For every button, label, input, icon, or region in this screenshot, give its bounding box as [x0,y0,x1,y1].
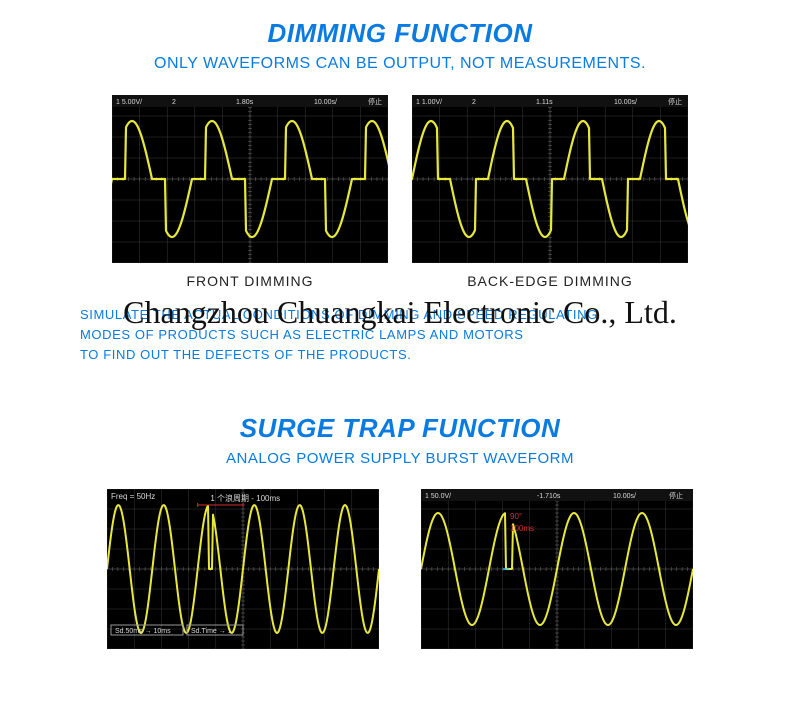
desc-line-3: TO FIND OUT THE DEFECTS OF THE PRODUCTS. [80,345,720,365]
surge-title: SURGE TRAP FUNCTION [0,413,800,444]
dimming-description: SIMULATE THE ACTUAL CONDITIONS OF DIMMIN… [80,305,720,365]
back-dimming-wrap: 1 1.00V/2 1.11s 10.00s/停止 BACK-EDGE DIMMIN… [412,95,688,289]
svg-text:2: 2 [472,99,476,106]
dimming-title: DIMMING FUNCTION [0,18,800,49]
surge-section: SURGE TRAP FUNCTION ANALOG POWER SUPPLY … [0,413,800,649]
dimming-scope-row: 1 5.00V/2 1.80s 10.00s/停止 FRONT DIMMING 1 … [0,95,800,289]
surge-left-scope: Freq = 50Hz 1 个浪周期 - 100ms Sd.50ms → 10ms S… [107,489,379,649]
svg-text:10.00s/: 10.00s/ [314,99,337,106]
svg-text:-1.710s: -1.710s [537,493,561,500]
surge-scope-row: Freq = 50Hz 1 个浪周期 - 100ms Sd.50ms → 10ms S… [0,489,800,649]
dimming-subtitle: ONLY WAVEFORMS CAN BE OUTPUT, NOT MEASUR… [0,55,800,73]
front-dimming-caption: FRONT DIMMING [186,273,313,289]
front-dimming-scope: 1 5.00V/2 1.80s 10.00s/停止 [112,95,388,263]
front-dimming-wrap: 1 5.00V/2 1.80s 10.00s/停止 FRONT DIMMING [112,95,388,289]
svg-text:1.11s: 1.11s [536,99,553,106]
svg-text:1 50.0V/: 1 50.0V/ [425,493,451,500]
back-dimming-scope: 1 1.00V/2 1.11s 10.00s/停止 [412,95,688,263]
svg-text:1 5.00V/: 1 5.00V/ [116,99,142,106]
svg-text:10.00s/: 10.00s/ [613,493,636,500]
surge-subtitle: ANALOG POWER SUPPLY BURST WAVEFORM [0,450,800,467]
svg-text:Sd.50ms → 10ms: Sd.50ms → 10ms [115,628,171,635]
desc-line-2: MODES OF PRODUCTS SUCH AS ELECTRIC LAMPS… [80,325,720,345]
svg-text:90°: 90° [510,512,522,521]
svg-text:停止: 停止 [668,97,682,106]
svg-text:1 1.00V/: 1 1.00V/ [416,99,442,106]
surge-right-scope: 1 50.0V/ -1.710s 10.00s/停止 90° 100ms [421,489,693,649]
dimming-section: DIMMING FUNCTION ONLY WAVEFORMS CAN BE O… [0,0,800,289]
svg-text:停止: 停止 [669,491,683,500]
svg-text:Sd.Time → 1: Sd.Time → 1 [191,628,232,635]
svg-text:10.00s/: 10.00s/ [614,99,637,106]
back-dimming-caption: BACK-EDGE DIMMING [467,273,633,289]
desc-line-1: SIMULATE THE ACTUAL CONDITIONS OF DIMMIN… [80,305,720,325]
svg-text:停止: 停止 [368,97,382,106]
svg-text:2: 2 [172,99,176,106]
svg-text:1 个浪周期 - 100ms: 1 个浪周期 - 100ms [210,493,280,503]
svg-text:100ms: 100ms [510,524,534,533]
svg-text:Freq = 50Hz: Freq = 50Hz [111,492,155,501]
svg-text:1.80s: 1.80s [236,99,254,106]
